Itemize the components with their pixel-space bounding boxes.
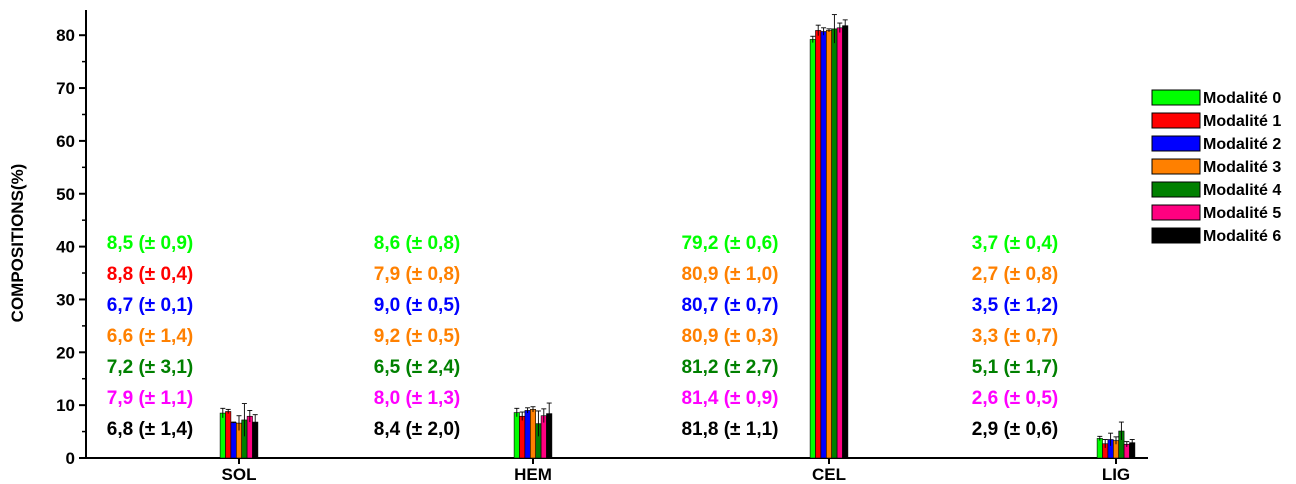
legend-swatch bbox=[1151, 135, 1201, 152]
value-label: 9,0 (± 0,5) bbox=[374, 295, 460, 316]
bar bbox=[529, 409, 536, 459]
legend-label: Modalité 2 bbox=[1203, 136, 1281, 153]
value-label: 79,2 (± 0,6) bbox=[681, 233, 778, 254]
legend-label: Modalité 6 bbox=[1203, 228, 1281, 245]
x-tick-label-hem: HEM bbox=[514, 465, 552, 484]
bar-group-lig bbox=[1096, 421, 1136, 459]
x-tick-label-lig: LIG bbox=[1102, 465, 1130, 484]
bar-group-hem bbox=[513, 402, 553, 459]
value-label: 8,4 (± 2,0) bbox=[374, 419, 460, 440]
bar bbox=[246, 415, 253, 459]
value-label: 8,5 (± 0,9) bbox=[107, 233, 193, 254]
bar bbox=[513, 412, 520, 459]
axes: 0 10 20 30 40 50 60 70 80 SOL HEM CEL LIG bbox=[56, 10, 1148, 484]
value-label: 5,1 (± 1,7) bbox=[972, 357, 1058, 378]
bar bbox=[519, 415, 526, 459]
value-label: 9,2 (± 0,5) bbox=[374, 326, 460, 347]
value-label: 6,7 (± 0,1) bbox=[107, 295, 193, 316]
x-tick-label-sol: SOL bbox=[222, 465, 257, 484]
value-label: 6,5 (± 2,4) bbox=[374, 357, 460, 378]
bar bbox=[825, 30, 832, 459]
bar bbox=[815, 30, 822, 459]
legend: Modalité 0 Modalité 1 Modalité 2 Modalité 3… bbox=[1151, 89, 1281, 245]
value-label: 2,7 (± 0,8) bbox=[972, 264, 1058, 285]
legend-swatch bbox=[1151, 112, 1201, 129]
legend-label: Modalité 1 bbox=[1203, 113, 1281, 130]
legend-swatch bbox=[1151, 89, 1201, 106]
y-tick-label: 0 bbox=[66, 449, 75, 468]
legend-swatch bbox=[1151, 227, 1201, 244]
y-axis-title: COMPOSITIONS(%) bbox=[8, 164, 27, 323]
value-label: 6,8 (± 1,4) bbox=[107, 419, 193, 440]
legend-swatch bbox=[1151, 158, 1201, 175]
value-label: 80,9 (± 0,3) bbox=[681, 326, 778, 347]
value-label: 3,7 (± 0,4) bbox=[972, 233, 1058, 254]
value-label: 81,4 (± 0,9) bbox=[681, 388, 778, 409]
value-label: 6,6 (± 1,4) bbox=[107, 326, 193, 347]
y-tick-label: 80 bbox=[56, 26, 75, 45]
legend-label: Modalité 4 bbox=[1203, 182, 1281, 199]
bar bbox=[836, 27, 843, 459]
legend-label: Modalité 0 bbox=[1203, 90, 1281, 107]
y-tick-label: 60 bbox=[56, 132, 75, 151]
x-ticks: SOL HEM CEL LIG bbox=[222, 458, 1130, 484]
value-label: 80,9 (± 1,0) bbox=[681, 264, 778, 285]
y-tick-label: 20 bbox=[56, 343, 75, 362]
bar bbox=[842, 25, 849, 459]
bar bbox=[1096, 438, 1103, 459]
annotations: 8,5 (± 0,9) 8,8 (± 0,4) 6,7 (± 0,1) 6,6 (± … bbox=[107, 233, 1058, 440]
bar bbox=[820, 31, 827, 459]
legend-swatch bbox=[1151, 204, 1201, 221]
value-label: 7,9 (± 0,8) bbox=[374, 264, 460, 285]
value-label: 2,9 (± 0,6) bbox=[972, 419, 1058, 440]
value-label: 3,3 (± 0,7) bbox=[972, 326, 1058, 347]
legend-swatch bbox=[1151, 181, 1201, 198]
value-label: 2,6 (± 0,5) bbox=[972, 388, 1058, 409]
bar bbox=[219, 412, 226, 459]
bar bbox=[225, 411, 232, 459]
legend-label: Modalité 5 bbox=[1203, 205, 1281, 222]
bar-group-cel bbox=[809, 14, 849, 459]
value-label: 3,5 (± 1,2) bbox=[972, 295, 1058, 316]
value-label: 81,8 (± 1,1) bbox=[681, 419, 778, 440]
bar bbox=[831, 28, 838, 459]
value-label: 8,0 (± 1,3) bbox=[374, 388, 460, 409]
bars bbox=[219, 14, 1136, 459]
y-ticks: 0 10 20 30 40 50 60 70 80 bbox=[56, 26, 86, 468]
x-tick-label-cel: CEL bbox=[812, 465, 846, 484]
value-label: 8,8 (± 0,4) bbox=[107, 264, 193, 285]
bar bbox=[524, 410, 531, 459]
y-tick-label: 40 bbox=[56, 238, 75, 257]
value-label: 7,9 (± 1,1) bbox=[107, 388, 193, 409]
y-tick-label: 10 bbox=[56, 396, 75, 415]
y-tick-label: 70 bbox=[56, 79, 75, 98]
value-label: 8,6 (± 0,8) bbox=[374, 233, 460, 254]
bar-group-sol bbox=[219, 403, 259, 459]
y-tick-label: 30 bbox=[56, 290, 75, 309]
value-label: 81,2 (± 2,7) bbox=[681, 357, 778, 378]
legend-label: Modalité 3 bbox=[1203, 159, 1281, 176]
bar bbox=[230, 422, 237, 459]
y-tick-label: 50 bbox=[56, 185, 75, 204]
bar bbox=[809, 39, 816, 459]
value-label: 80,7 (± 0,7) bbox=[681, 295, 778, 316]
value-label: 7,2 (± 3,1) bbox=[107, 357, 193, 378]
